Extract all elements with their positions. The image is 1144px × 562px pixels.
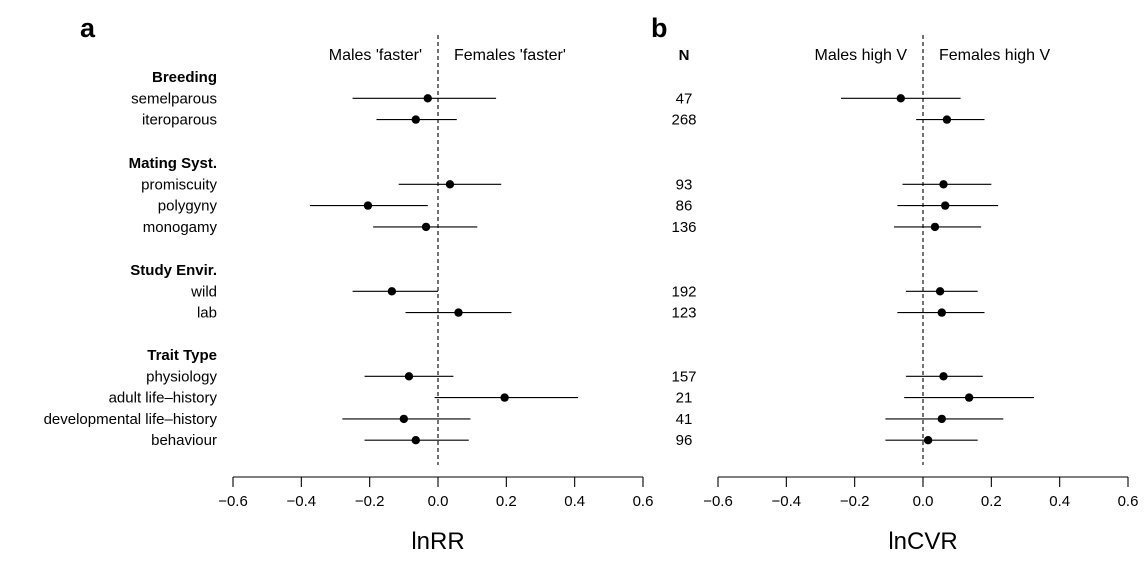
x-tick-label: −0.4	[772, 493, 802, 510]
row-label: iteroparous	[142, 112, 217, 129]
x-tick-label: 0.0	[428, 493, 449, 510]
x-tick-label: 0.2	[981, 493, 1002, 510]
point-estimate	[500, 393, 509, 402]
point-estimate	[937, 308, 946, 317]
point-estimate	[399, 414, 409, 424]
n-value: 41	[676, 411, 693, 428]
x-tick-label: 0.2	[496, 493, 517, 510]
x-tick-label: 0.6	[633, 493, 654, 510]
point-estimate	[935, 287, 945, 296]
side-label-right: Females high V	[939, 47, 1050, 64]
side-label-left: Males 'faster'	[329, 47, 422, 64]
point-estimate	[411, 436, 420, 445]
x-axis-title: lnRR	[411, 528, 464, 555]
row-label: monogamy	[143, 219, 218, 236]
side-label-right: Females 'faster'	[454, 47, 566, 64]
n-value: 192	[671, 283, 696, 300]
point-estimate	[941, 201, 950, 210]
n-value: 86	[676, 198, 693, 215]
group-label: Trait Type	[147, 347, 217, 364]
row-label: physiology	[146, 368, 217, 385]
point-estimate	[896, 94, 905, 103]
n-value: 136	[671, 219, 696, 236]
row-label: adult life–history	[109, 390, 218, 407]
x-tick-label: 0.4	[1049, 493, 1070, 510]
point-estimate	[387, 287, 397, 296]
row-label: polygyny	[158, 198, 218, 215]
point-estimate	[363, 201, 373, 210]
x-tick-label: 0.0	[913, 493, 934, 510]
x-tick-label: 0.6	[1118, 493, 1139, 510]
side-label-left: Males high V	[815, 47, 908, 64]
x-tick-label: −0.2	[840, 493, 870, 510]
panel-letter-b: b	[651, 13, 668, 43]
n-value: 157	[671, 368, 696, 385]
point-estimate	[930, 222, 940, 232]
point-estimate	[421, 222, 431, 232]
x-axis-title: lnCVR	[888, 528, 957, 555]
x-tick-label: 0.4	[564, 493, 585, 510]
n-value: 123	[671, 305, 696, 322]
point-estimate	[937, 414, 946, 424]
point-estimate	[454, 308, 463, 317]
row-label: semelparous	[131, 90, 217, 107]
n-value: 93	[676, 176, 693, 193]
point-estimate	[423, 94, 432, 103]
x-tick-label: −0.6	[218, 493, 248, 510]
n-value: 47	[676, 90, 693, 107]
n-value: 96	[676, 432, 693, 449]
point-estimate	[939, 180, 948, 189]
point-estimate	[942, 115, 952, 124]
point-estimate	[445, 180, 455, 189]
n-value: 268	[671, 112, 696, 129]
group-label: Breeding	[152, 69, 217, 86]
x-tick-label: −0.2	[355, 493, 385, 510]
x-tick-label: −0.4	[287, 493, 317, 510]
row-label: promiscuity	[141, 176, 217, 193]
point-estimate	[404, 372, 414, 381]
point-estimate	[964, 393, 974, 402]
point-estimate	[939, 372, 948, 381]
x-tick-label: −0.6	[703, 493, 733, 510]
group-label: Mating Syst.	[129, 155, 217, 172]
row-label: behaviour	[151, 432, 217, 449]
point-estimate	[411, 115, 420, 124]
row-label: wild	[190, 283, 217, 300]
n-value: 21	[676, 390, 693, 407]
point-estimate	[923, 436, 933, 445]
group-label: Study Envir.	[130, 262, 217, 279]
row-label: lab	[197, 305, 217, 322]
n-column-header: N	[679, 47, 690, 64]
row-label: developmental life–history	[44, 411, 218, 428]
panel-letter-a: a	[80, 13, 96, 43]
